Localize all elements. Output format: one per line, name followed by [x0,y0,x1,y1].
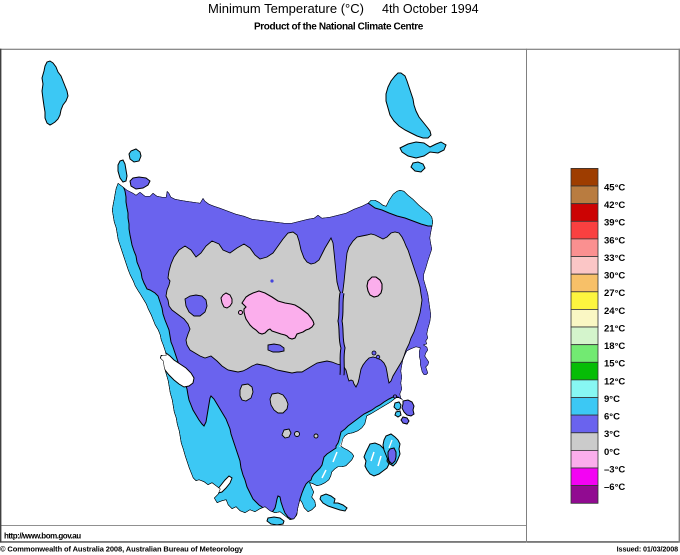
svg-text:36°C: 36°C [604,235,625,246]
svg-text:39°C: 39°C [604,218,625,229]
svg-text:12°C: 12°C [604,376,625,387]
svg-text:33°C: 33°C [604,253,625,264]
svg-text:Product of the National Climat: Product of the National Climate Centre [254,22,424,33]
svg-text:42°C: 42°C [604,200,625,211]
svg-text:30°C: 30°C [604,271,625,282]
svg-text:–3°C: –3°C [604,465,625,476]
svg-text:24°C: 24°C [604,306,625,317]
svg-text:0°C: 0°C [604,447,620,458]
svg-text:Minimum Temperature (°C): Minimum Temperature (°C) [208,1,364,16]
svg-text:Issued: 01/03/2008: Issued: 01/03/2008 [617,545,678,554]
svg-text:21°C: 21°C [604,324,625,335]
svg-text:15°C: 15°C [604,359,625,370]
svg-text:3°C: 3°C [604,429,620,440]
svg-text:© Commonwealth of Australia 20: © Commonwealth of Australia 2008, Austra… [0,545,244,554]
svg-text:27°C: 27°C [604,288,625,299]
svg-text:9°C: 9°C [604,394,620,405]
svg-text:http://www.bom.gov.au: http://www.bom.gov.au [4,532,81,541]
svg-text:45°C: 45°C [604,183,625,194]
svg-text:4th October 1994: 4th October 1994 [382,2,479,16]
svg-text:18°C: 18°C [604,341,625,352]
svg-text:6°C: 6°C [604,412,620,423]
svg-text:–6°C: –6°C [604,482,625,493]
